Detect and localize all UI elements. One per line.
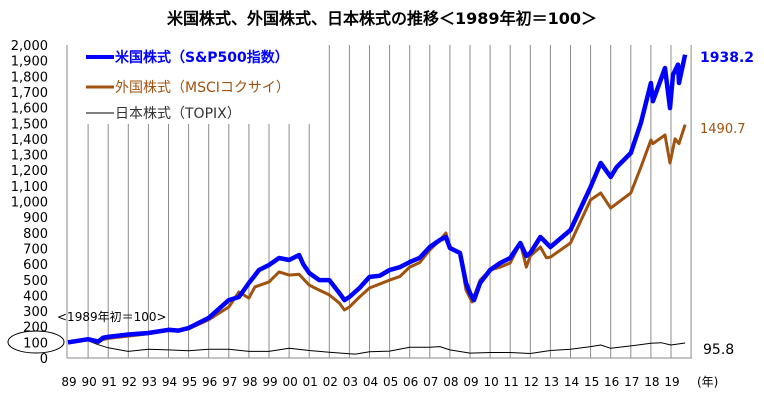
x-tick-label: 18: [644, 375, 659, 389]
x-tick-label: 02: [323, 375, 338, 389]
x-tick-label: 12: [524, 375, 539, 389]
x-tick-label: 01: [303, 375, 318, 389]
x-tick-label: 10: [483, 375, 498, 389]
x-axis-ticks: 89 90 91 92 93 94 95 96 97 98 99 00 01 02 03 04 05 06 07 08…: [61, 375, 679, 389]
x-tick-label: 04: [363, 375, 378, 389]
x-tick-label: 94: [162, 375, 177, 389]
y-tick-label: 1,000: [11, 196, 48, 211]
y-tick-label: 500: [23, 274, 48, 289]
highlight-ellipse: [7, 330, 65, 354]
y-tick-label: 1,200: [11, 164, 48, 179]
y-tick-label: 700: [23, 242, 48, 257]
y-tick-label: 1,700: [11, 86, 48, 101]
x-tick-label: 95: [182, 375, 197, 389]
x-tick-label: 91: [102, 375, 117, 389]
y-tick-label: 1,600: [11, 102, 48, 117]
y-tick-label: 1,300: [11, 149, 48, 164]
legend-label-japan: 日本株式（TOPIX）: [115, 106, 241, 122]
series-line-us: [67, 54, 688, 345]
y-tick-label: 800: [23, 227, 48, 242]
y-tick-label: 100: [23, 336, 48, 351]
series-lines: [67, 54, 688, 355]
x-tick-label: 93: [142, 375, 157, 389]
x-tick-label: 07: [423, 375, 438, 389]
x-tick-label: 92: [122, 375, 137, 389]
y-tick-label: 1,400: [11, 133, 48, 148]
x-tick-label: 19: [664, 375, 679, 389]
y-tick-label: 2,000: [11, 39, 48, 54]
y-tick-label: 1,800: [11, 70, 48, 85]
y-tick-label: 300: [23, 305, 48, 320]
end-label-foreign: 1490.7: [700, 122, 746, 137]
y-axis-ticks: 01002003004005006007008009001,0001,1001,…: [11, 39, 48, 367]
x-tick-label: 11: [504, 375, 519, 389]
y-tick-label: 1,100: [11, 180, 48, 195]
x-tick-label: 90: [81, 375, 96, 389]
end-label-us: 1938.2: [700, 50, 754, 66]
x-tick-label: 17: [624, 375, 639, 389]
x-tick-label: 03: [343, 375, 358, 389]
chart-title: 米国株式、外国株式、日本株式の推移＜1989年初＝100＞: [167, 9, 597, 28]
x-tick-label: 16: [604, 375, 619, 389]
y-tick-label: 900: [23, 211, 48, 226]
legend-label-us: 米国株式（S&P500指数）: [115, 49, 289, 66]
x-tick-label: 13: [544, 375, 559, 389]
x-tick-label: 00: [282, 375, 297, 389]
x-tick-label: 99: [262, 375, 277, 389]
legend-box: [70, 38, 320, 124]
x-tick-label: 89: [61, 375, 76, 389]
y-tick-label: 1,900: [11, 55, 48, 70]
x-tick-label: 09: [463, 375, 478, 389]
x-tick-label: 14: [564, 375, 579, 389]
y-tick-label: 400: [23, 289, 48, 304]
base-annotation: <1989年初＝100>: [57, 310, 167, 324]
y-tick-label: 200: [23, 321, 48, 336]
y-tick-label: 1,500: [11, 117, 48, 132]
x-tick-label: 15: [584, 375, 599, 389]
x-axis-unit-label: (年): [697, 375, 718, 389]
x-tick-label: 06: [403, 375, 418, 389]
x-tick-label: 08: [443, 375, 458, 389]
x-tick-label: 98: [242, 375, 257, 389]
series-line-japan: [67, 339, 686, 355]
end-label-japan: 95.8: [703, 342, 734, 358]
x-tick-label: 05: [383, 375, 398, 389]
y-tick-label: 0: [40, 352, 48, 367]
x-tick-label: 96: [202, 375, 217, 389]
y-tick-label: 600: [23, 258, 48, 273]
legend-label-foreign: 外国株式（MSCIコクサイ）: [115, 80, 290, 96]
x-tick-label: 97: [222, 375, 237, 389]
